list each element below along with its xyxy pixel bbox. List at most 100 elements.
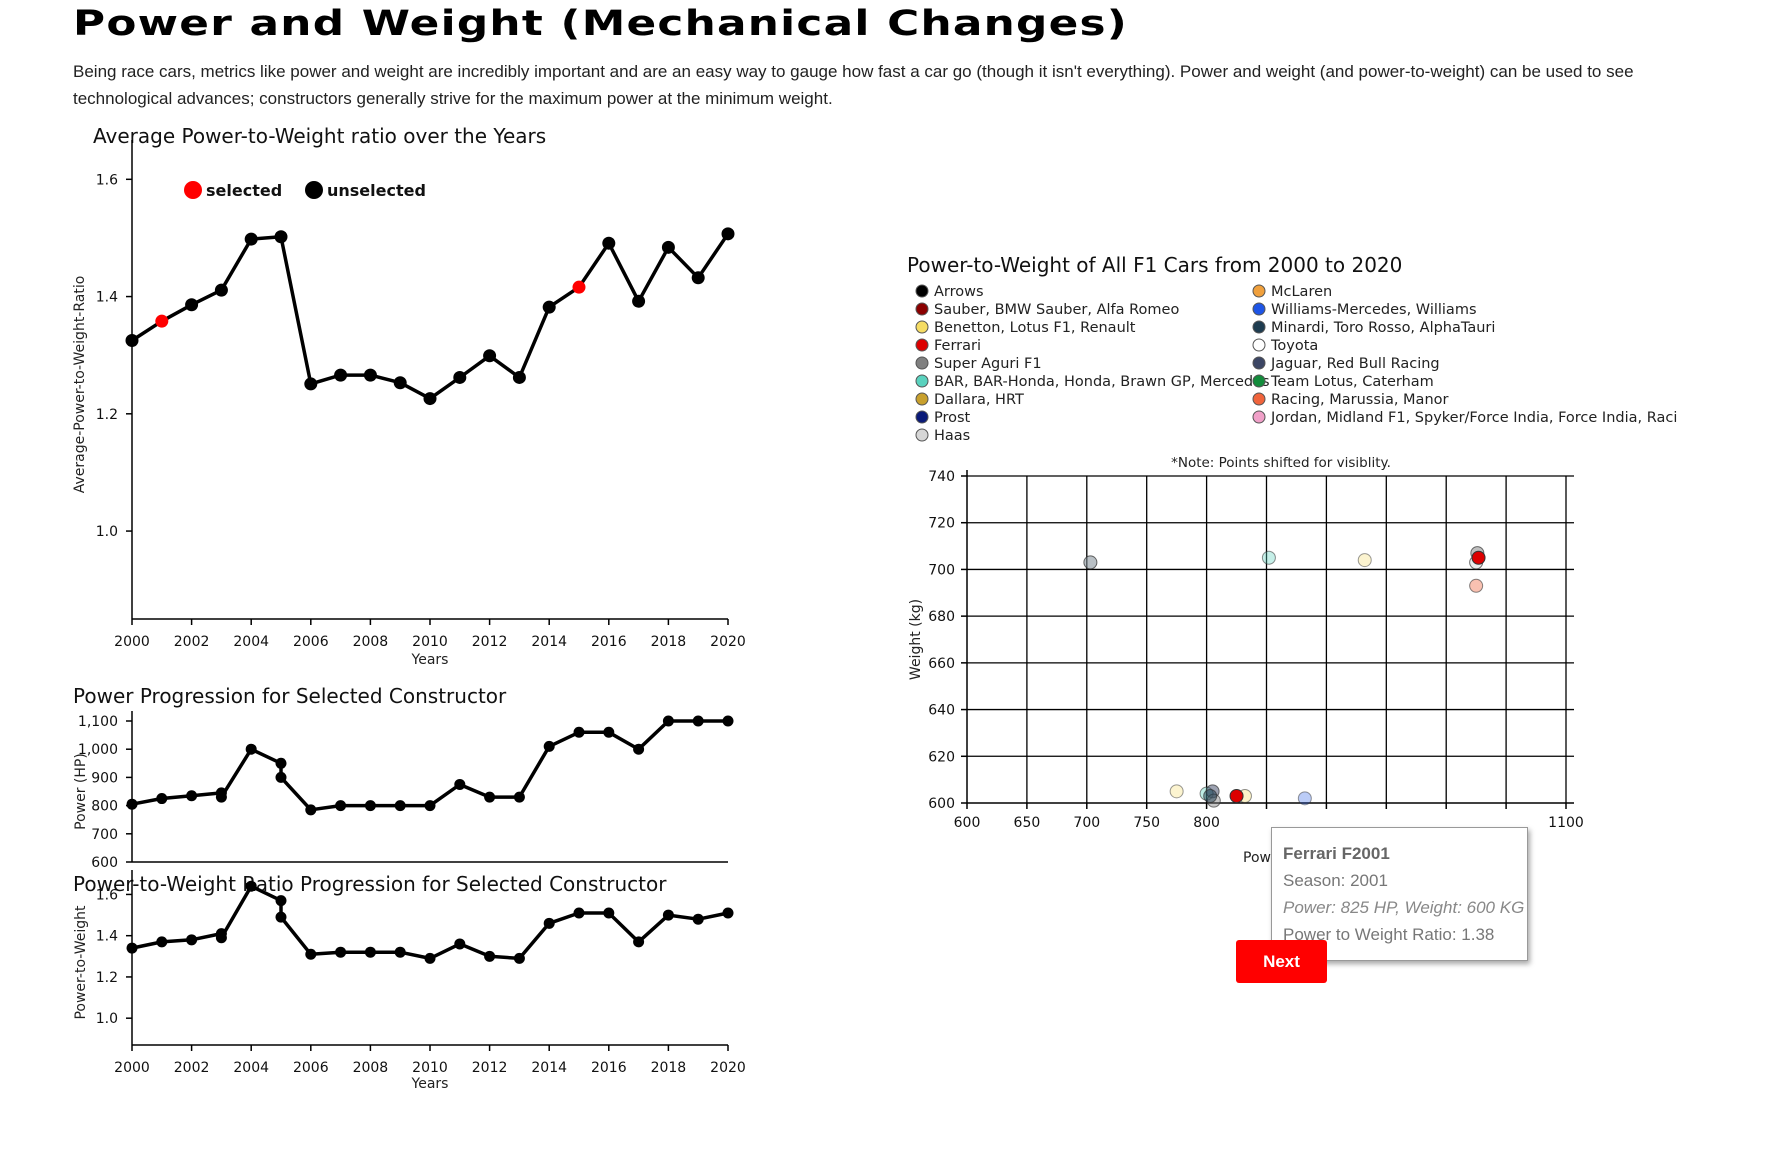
tooltip-ratio: Power to Weight Ratio: 1.38 [1283, 925, 1495, 944]
ptw-prog-ytick-label: 1.2 [96, 970, 118, 986]
ptw-scatter-legend-label: Williams-Mercedes, Williams [1271, 302, 1477, 318]
ptw-scatter-data-point [1169, 784, 1184, 799]
ptw-prog-x-label: Years [411, 1076, 449, 1092]
ptw-scatter-ytick-label: 740 [928, 469, 955, 485]
avg-ptw-ytick-label: 1.6 [96, 172, 118, 188]
avg-ptw-y-label: Average-Power-to-Weight-Ratio [72, 276, 88, 494]
avg-ptw-legend-marker [184, 181, 202, 199]
avg-ptw-data-point [512, 370, 526, 384]
ptw-scatter-legend-label: Team Lotus, Caterham [1270, 374, 1434, 390]
ptw-scatter-legend-marker [915, 410, 929, 424]
ptw-prog-xtick-label: 2020 [710, 1060, 746, 1076]
ptw-scatter-ytick-label: 720 [928, 516, 955, 532]
ptw-scatter-y-label: Weight (kg) [908, 599, 924, 680]
next-button[interactable]: Next [1236, 940, 1327, 983]
ptw-scatter-ytick-label: 680 [928, 609, 955, 625]
ptw-scatter-legend-label: McLaren [1271, 284, 1332, 300]
power-prog-data-point [484, 791, 496, 803]
ptw-scatter-data-point [1083, 555, 1098, 570]
avg-ptw-series-line [131, 232, 730, 401]
ptw-scatter-xtick-label: 800 [1193, 815, 1220, 831]
ptw-scatter-data-point [1261, 550, 1276, 565]
ptw-prog-xtick-label: 2012 [472, 1060, 508, 1076]
ptw-scatter-legend-marker [915, 428, 929, 442]
ptw-prog-data-point [662, 909, 674, 921]
avg-ptw-data-point [423, 392, 437, 406]
ptw-scatter-xtick-label: 650 [1014, 815, 1041, 831]
page-title: Power and Weight (Mechanical Changes) [73, 4, 1129, 44]
power-prog-data-point [335, 800, 347, 812]
ptw-scatter-note: *Note: Points shifted for visiblity. [1171, 455, 1391, 471]
power-prog-ytick-label: 700 [91, 827, 118, 843]
ptw-scatter-legend-marker [1252, 410, 1266, 424]
ptw-scatter-data-point [1357, 553, 1372, 568]
ptw-scatter-legend-marker [1252, 302, 1266, 316]
avg-ptw-data-point [363, 368, 377, 382]
power-prog-ytick-label: 800 [91, 799, 118, 815]
power-prog-data-point [275, 771, 287, 783]
ptw-scatter-legend-marker [915, 284, 929, 298]
avg-ptw-data-point [542, 300, 556, 314]
power-prog-data-point [662, 715, 674, 727]
ptw-scatter-legend-label: Ferrari [934, 338, 981, 354]
power-prog-ytick-label: 900 [91, 770, 118, 786]
ptw-prog-data-point [692, 913, 704, 925]
avg-ptw-data-point [125, 334, 139, 348]
ptw-prog-data-point [484, 950, 496, 962]
avg-ptw-data-point [572, 280, 586, 294]
tooltip-title: Ferrari F2001 [1283, 844, 1390, 863]
ptw-prog-data-point [722, 907, 734, 919]
avg-ptw-xtick-label: 2006 [293, 634, 329, 650]
avg-ptw-data-point [334, 368, 348, 382]
ptw-scatter-xtick-label: 750 [1133, 815, 1160, 831]
ptw-prog-data-point [603, 907, 615, 919]
ptw-scatter-ytick-label: 600 [928, 796, 955, 812]
avg-ptw-xtick-label: 2014 [531, 634, 567, 650]
avg-ptw-data-point [453, 370, 467, 384]
ptw-prog-chart: Power-to-Weight Ratio Progression for Se… [73, 870, 746, 1092]
ptw-scatter-legend-label: Prost [934, 410, 971, 426]
avg-ptw-legend-label: selected [206, 181, 282, 200]
ptw-scatter-xtick-label: 600 [954, 815, 981, 831]
intro-paragraph: Being race cars, metrics like power and … [73, 62, 1634, 108]
ptw-scatter-legend-marker [1252, 356, 1266, 370]
ptw-scatter-legend-marker [915, 302, 929, 316]
power-prog-data-point [424, 800, 436, 812]
avg-ptw-title: Average Power-to-Weight ratio over the Y… [93, 124, 546, 148]
ptw-scatter-chart: Power-to-Weight of All F1 Cars from 2000… [907, 253, 1677, 866]
ptw-scatter-legend-label: Toyota [1270, 338, 1318, 354]
ptw-scatter-legend-label: Arrows [934, 284, 984, 300]
ptw-prog-data-point [633, 936, 645, 948]
power-prog-data-point [364, 800, 376, 812]
ptw-scatter-x-label: Pow [1243, 850, 1271, 866]
ptw-prog-data-point [245, 880, 257, 892]
ptw-prog-data-point [275, 895, 287, 907]
avg-ptw-data-point [214, 283, 228, 297]
ptw-scatter-legend-marker [1252, 374, 1266, 388]
ptw-prog-data-point [126, 942, 138, 954]
power-prog-data-point [454, 778, 466, 790]
avg-ptw-data-point [304, 377, 318, 391]
power-prog-title: Power Progression for Selected Construct… [73, 684, 507, 708]
ptw-prog-data-point [573, 907, 585, 919]
ptw-prog-xtick-label: 2016 [591, 1060, 627, 1076]
ptw-prog-xtick-label: 2000 [114, 1060, 150, 1076]
ptw-scatter-legend-marker [1252, 320, 1266, 334]
ptw-prog-data-point [186, 934, 198, 946]
avg-ptw-ytick-label: 1.2 [96, 407, 118, 423]
ptw-scatter-legend-marker [1252, 392, 1266, 406]
power-prog-data-point [215, 791, 227, 803]
ptw-prog-ytick-label: 1.6 [96, 887, 118, 903]
avg-ptw-xtick-label: 2018 [651, 634, 687, 650]
avg-ptw-data-point [602, 236, 616, 250]
ptw-scatter-legend-marker [1252, 284, 1266, 298]
ptw-prog-data-point [275, 911, 287, 923]
power-prog-data-point [692, 715, 704, 727]
ptw-prog-title: Power-to-Weight Ratio Progression for Se… [73, 872, 667, 896]
avg-ptw-xtick-label: 2012 [472, 634, 508, 650]
avg-ptw-x-label: Years [411, 652, 449, 668]
ptw-scatter-legend-label: Benetton, Lotus F1, Renault [934, 320, 1136, 336]
avg-ptw-data-point [274, 230, 288, 244]
power-prog-data-point [245, 743, 257, 755]
ptw-scatter-legend-label: Haas [934, 428, 970, 444]
